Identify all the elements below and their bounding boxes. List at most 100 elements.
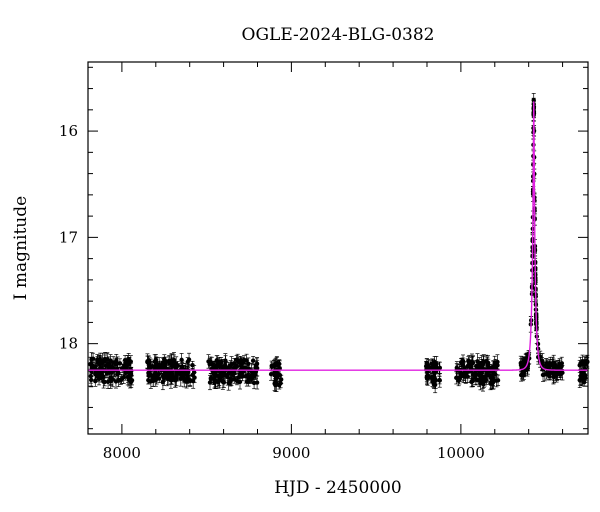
data-point bbox=[108, 358, 113, 363]
data-point bbox=[240, 374, 245, 379]
data-point bbox=[466, 360, 472, 366]
data-point bbox=[543, 362, 549, 368]
data-point bbox=[458, 374, 463, 379]
data-point bbox=[544, 371, 549, 377]
data-point bbox=[146, 358, 151, 363]
data-point bbox=[494, 378, 499, 383]
data-points-layer bbox=[88, 93, 590, 394]
data-point bbox=[108, 375, 114, 381]
data-point bbox=[540, 372, 546, 378]
data-point bbox=[273, 361, 278, 366]
data-point bbox=[480, 378, 485, 384]
plot-frame bbox=[87, 61, 589, 435]
data-point bbox=[269, 364, 275, 369]
data-point bbox=[102, 379, 107, 385]
data-point bbox=[207, 380, 213, 385]
x-tick-label: 10000 bbox=[437, 444, 485, 462]
data-point bbox=[432, 376, 437, 381]
data-point bbox=[221, 371, 227, 376]
data-point bbox=[190, 372, 195, 378]
data-point bbox=[88, 373, 93, 379]
data-point bbox=[241, 357, 247, 362]
data-point bbox=[278, 381, 283, 386]
data-point bbox=[119, 366, 125, 371]
data-point bbox=[89, 365, 95, 370]
data-point bbox=[274, 381, 279, 387]
data-point bbox=[430, 361, 435, 367]
data-point bbox=[469, 379, 474, 385]
data-point bbox=[184, 379, 189, 384]
data-point bbox=[123, 370, 128, 376]
data-point bbox=[97, 371, 102, 377]
data-point bbox=[462, 366, 467, 371]
y-axis-label: I magnitude bbox=[11, 196, 31, 300]
data-point bbox=[156, 372, 161, 377]
data-point bbox=[558, 372, 563, 377]
data-point bbox=[238, 360, 243, 366]
data-point bbox=[277, 361, 282, 367]
data-point bbox=[220, 379, 226, 384]
data-point bbox=[437, 377, 442, 383]
data-point bbox=[171, 359, 177, 364]
data-point bbox=[190, 362, 195, 368]
data-point bbox=[88, 377, 94, 383]
model-curve-layer bbox=[88, 101, 588, 371]
data-point bbox=[216, 373, 221, 378]
data-point bbox=[232, 376, 237, 382]
data-point bbox=[157, 376, 162, 381]
data-point bbox=[150, 377, 156, 382]
x-axis-label: HJD - 2450000 bbox=[274, 478, 402, 498]
data-point bbox=[244, 379, 250, 384]
data-point bbox=[179, 357, 184, 363]
data-point bbox=[228, 379, 233, 384]
data-point bbox=[426, 363, 431, 369]
data-point bbox=[213, 378, 218, 384]
data-point bbox=[168, 371, 174, 377]
data-point bbox=[246, 376, 251, 381]
data-point bbox=[581, 374, 587, 380]
data-point bbox=[580, 362, 586, 367]
data-point bbox=[153, 361, 159, 366]
y-tick-label: 17 bbox=[59, 228, 78, 246]
data-point bbox=[518, 360, 524, 366]
data-point bbox=[232, 365, 237, 370]
y-tick-label: 18 bbox=[59, 335, 78, 353]
data-point bbox=[115, 371, 120, 377]
data-point bbox=[163, 359, 169, 364]
data-point bbox=[208, 359, 213, 364]
axis-ticks-layer: 8000 9000 10000 16 17 18 bbox=[59, 62, 588, 462]
data-point bbox=[148, 364, 154, 370]
x-tick-label: 8000 bbox=[103, 444, 141, 462]
data-point bbox=[105, 363, 111, 369]
chart-title: OGLE-2024-BLG-0382 bbox=[242, 25, 435, 45]
data-point bbox=[548, 370, 553, 375]
data-point bbox=[104, 371, 110, 376]
data-point bbox=[492, 371, 497, 376]
data-point bbox=[128, 372, 133, 377]
x-tick-label: 9000 bbox=[272, 444, 310, 462]
data-point bbox=[456, 378, 461, 384]
data-point bbox=[465, 374, 470, 379]
data-point bbox=[473, 363, 479, 369]
data-point bbox=[123, 361, 129, 366]
data-point bbox=[470, 360, 475, 366]
data-point bbox=[531, 98, 536, 103]
data-point bbox=[179, 365, 185, 370]
data-point bbox=[95, 357, 100, 362]
data-point bbox=[177, 371, 182, 377]
data-point bbox=[93, 371, 99, 377]
data-point bbox=[268, 371, 274, 377]
data-point bbox=[458, 370, 463, 375]
data-point bbox=[252, 370, 257, 375]
data-point bbox=[476, 378, 482, 383]
data-point bbox=[488, 375, 493, 380]
data-point bbox=[495, 363, 500, 368]
model-curve bbox=[88, 101, 588, 371]
data-point bbox=[186, 357, 192, 362]
data-point bbox=[160, 379, 166, 384]
data-point bbox=[559, 361, 565, 366]
data-point bbox=[490, 380, 496, 385]
data-point bbox=[250, 358, 256, 363]
y-tick-label: 16 bbox=[59, 122, 78, 140]
data-point bbox=[187, 378, 193, 384]
